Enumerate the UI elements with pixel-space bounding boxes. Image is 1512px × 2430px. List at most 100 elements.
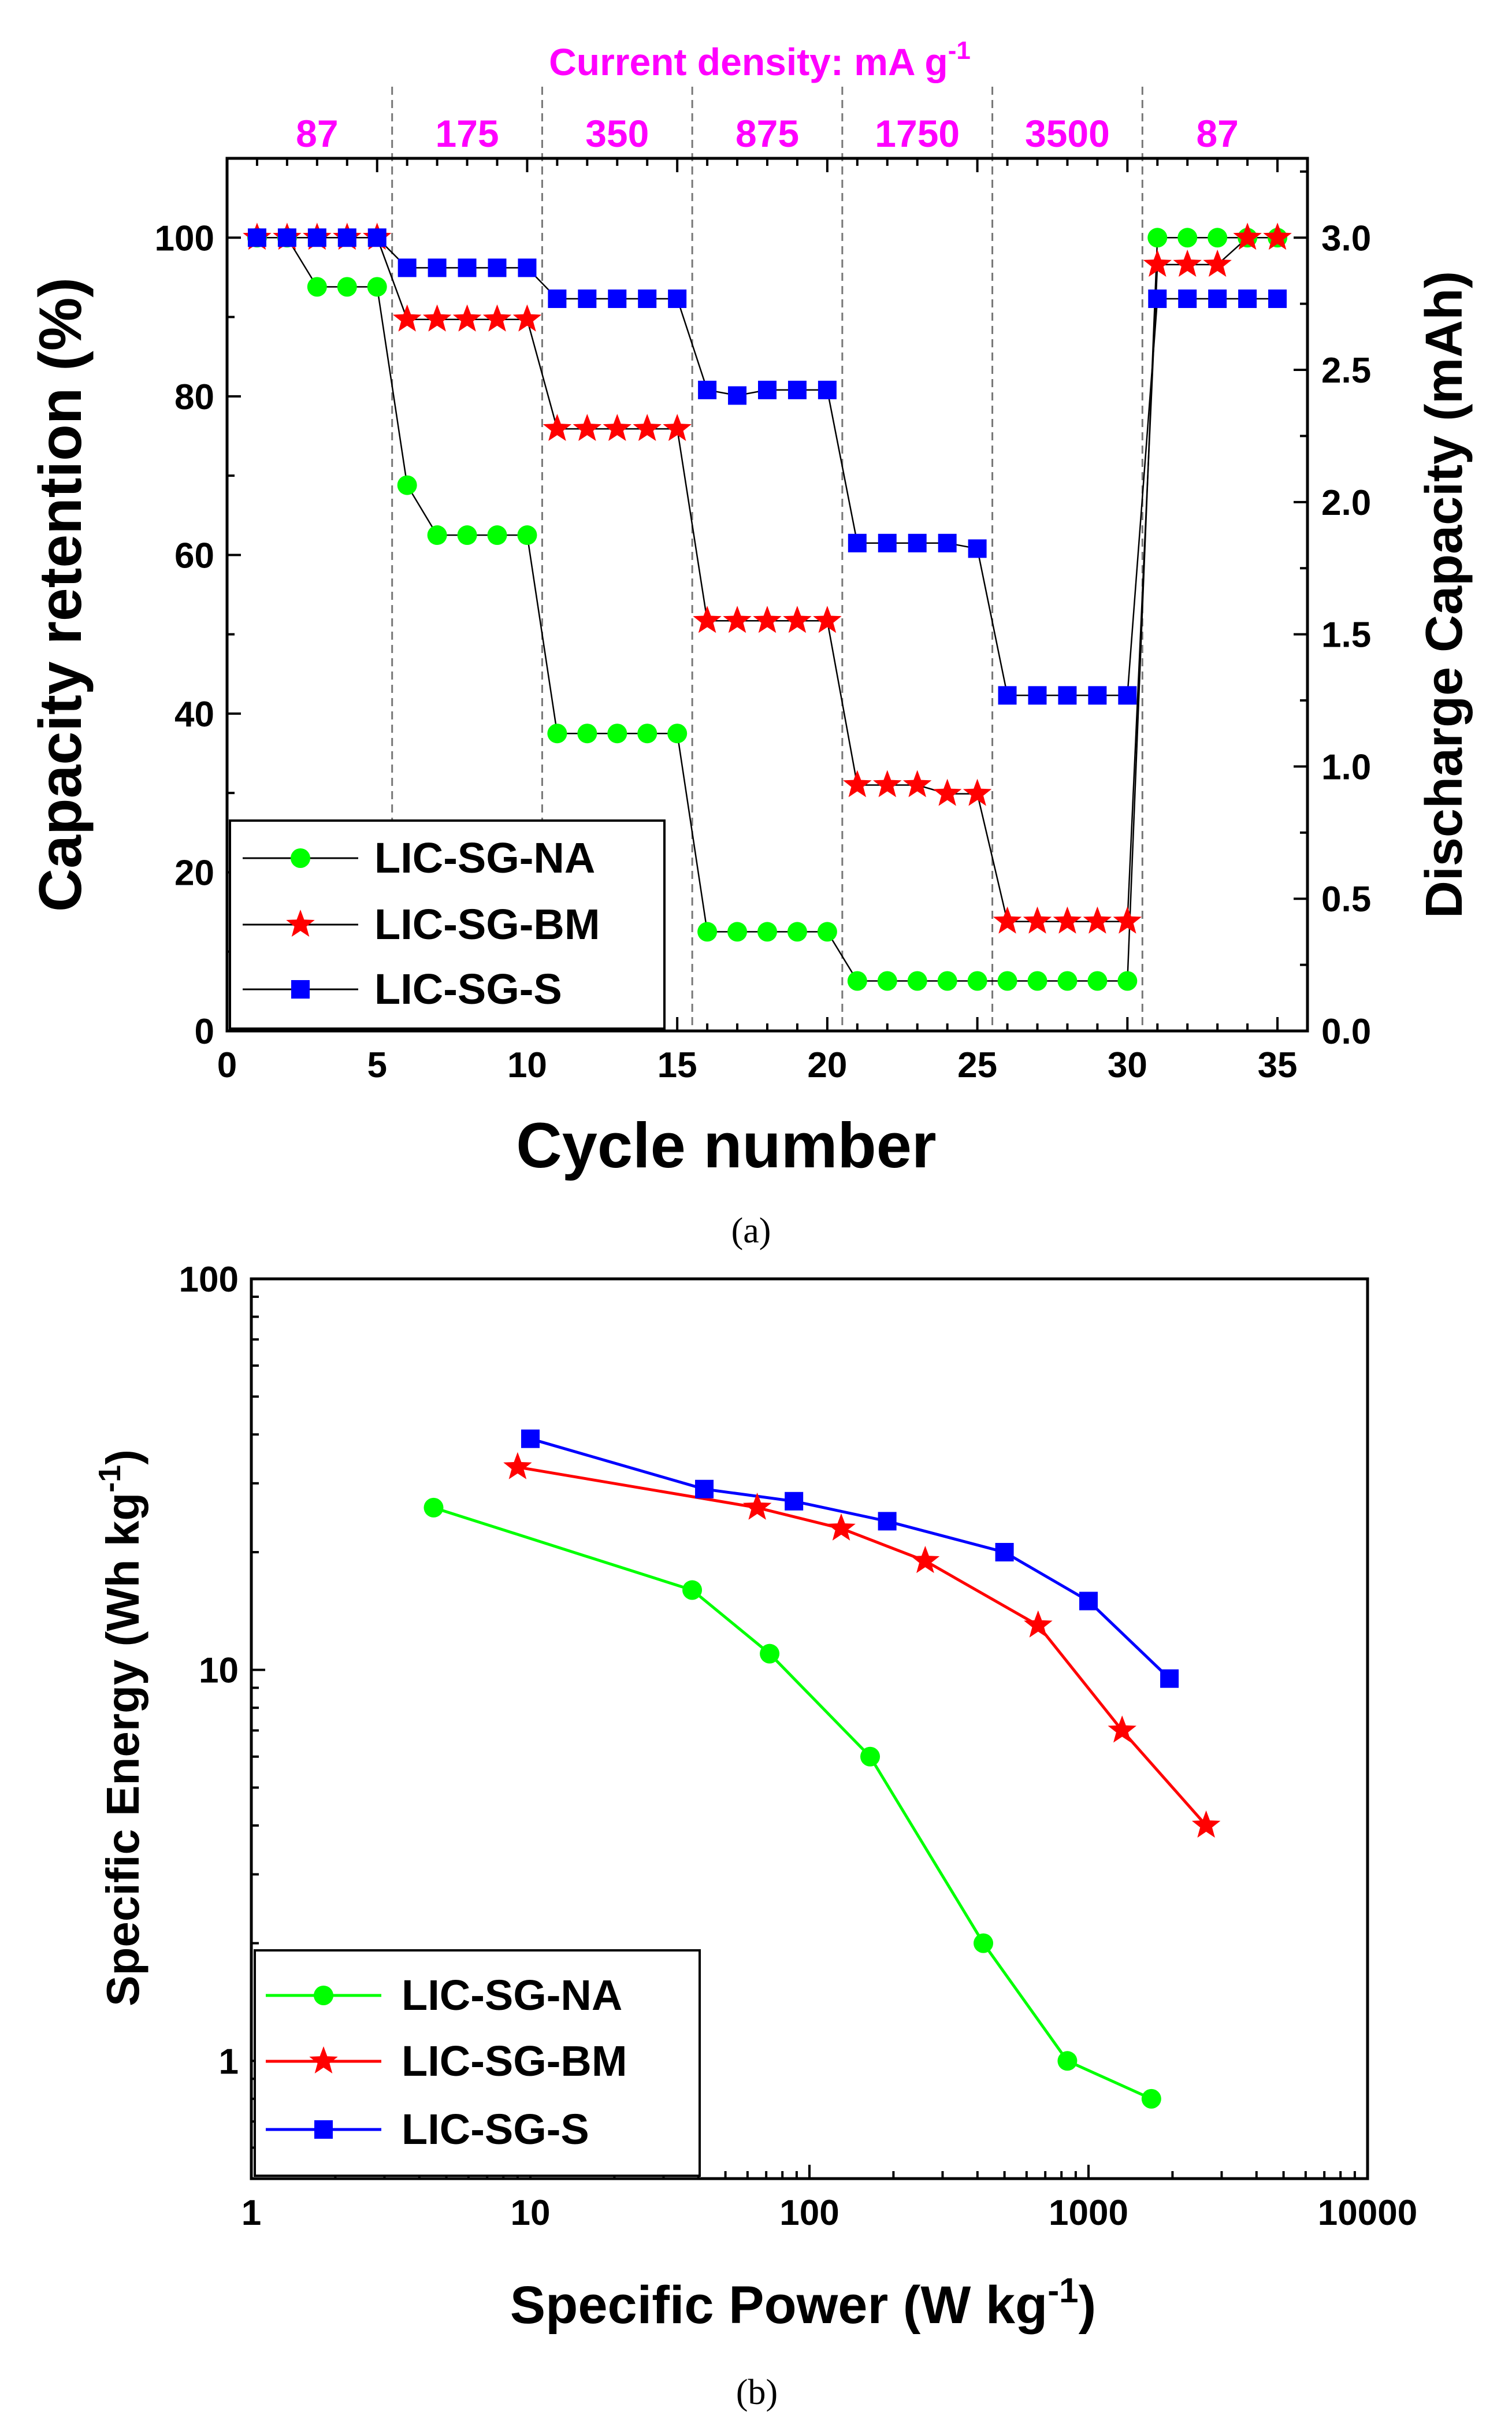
- lic-sg-s-point: [1058, 686, 1077, 705]
- lic-sg-na-point: [547, 724, 567, 744]
- lic-sg-na-point: [787, 922, 807, 942]
- legend-entry: LIC-SG-S: [243, 965, 562, 1013]
- x-tick-label-b: 100: [779, 2193, 839, 2233]
- lic-sg-bm-point: [1173, 249, 1202, 277]
- y2-tick-label-a: 0.0: [1321, 1012, 1371, 1052]
- lic-sg-bm-point: [1108, 1715, 1136, 1743]
- lic-sg-bm-point: [827, 1513, 856, 1541]
- lic-sg-bm-point: [1233, 222, 1262, 250]
- x-tick-label-a: 15: [657, 1045, 697, 1085]
- y-tick-label-a: 0: [195, 1012, 214, 1052]
- lic-sg-s-point: [995, 1542, 1014, 1561]
- legend-marker-circle: [291, 848, 310, 868]
- y2-tick-label-a: 1.0: [1321, 747, 1371, 787]
- lic-sg-na-point: [337, 277, 357, 297]
- lic-sg-bm-point: [933, 778, 962, 806]
- lic-sg-bm-point: [1053, 906, 1082, 934]
- legend-label: LIC-SG-NA: [402, 1971, 622, 2019]
- lic-sg-bm-point: [663, 414, 692, 442]
- lic-sg-s-point: [1088, 686, 1107, 705]
- lic-sg-bm-point: [543, 414, 572, 442]
- lic-sg-na-point: [877, 971, 897, 991]
- rate-label: 3500: [1025, 112, 1110, 155]
- lic-sg-s-point: [428, 258, 447, 277]
- lic-sg-na-point: [397, 475, 417, 495]
- y-tick-label-a: 60: [174, 536, 214, 576]
- lic-sg-s-point: [668, 289, 687, 308]
- x-tick-label-b: 1000: [1049, 2193, 1128, 2233]
- lic-sg-bm-point: [512, 304, 542, 332]
- lic-sg-bm-point: [1023, 906, 1052, 934]
- legend-label: LIC-SG-BM: [374, 900, 600, 948]
- caption-a: (a): [731, 1211, 771, 1251]
- lic-sg-s-point: [728, 386, 747, 405]
- y2-tick-label-a: 2.0: [1321, 483, 1371, 523]
- lic-sg-bm-line: [257, 237, 1278, 922]
- lic-sg-s-point: [1118, 686, 1137, 705]
- lic-sg-s-point: [848, 533, 867, 552]
- rate-labels: 87 175 350 875 1750 3500 87: [296, 112, 1239, 155]
- y-tick-label-a: 80: [174, 377, 214, 417]
- lic-sg-bm-line: [517, 1466, 1208, 1827]
- x-tick-label-a: 35: [1258, 1045, 1298, 1085]
- legend-marker-star: [286, 910, 315, 937]
- lic-sg-na-point: [367, 277, 387, 297]
- lic-sg-s-point: [397, 258, 417, 277]
- tick-labels-b: 1 10 100 1000 10000 1 10 100: [179, 1260, 1418, 2233]
- lic-sg-na-point: [667, 724, 688, 744]
- lic-sg-na-point: [487, 525, 507, 546]
- legend-entry: LIC-SG-NA: [266, 1971, 622, 2019]
- lic-sg-s-point: [695, 1479, 714, 1498]
- lic-sg-na-point: [1117, 971, 1138, 991]
- legend-marker-square: [314, 2120, 333, 2139]
- x-tick-label-a: 5: [367, 1045, 387, 1085]
- lic-sg-na-point: [607, 724, 627, 744]
- lic-sg-s-point: [1268, 289, 1287, 308]
- lic-sg-na-point: [937, 971, 957, 991]
- lic-sg-s-point: [458, 258, 477, 277]
- lic-sg-na-point: [817, 922, 837, 942]
- lic-sg-s-point: [307, 228, 326, 247]
- lic-sg-s-point: [878, 533, 897, 552]
- lic-sg-na-point: [682, 1580, 703, 1600]
- y-tick-label-b: 1: [219, 2042, 239, 2082]
- y-tick-label-a: 100: [155, 218, 214, 258]
- y2-tick-label-a: 1.5: [1321, 615, 1371, 655]
- x-tick-label-a: 25: [957, 1045, 997, 1085]
- lic-sg-bm-point: [422, 304, 452, 332]
- y2-tick-label-a: 3.0: [1321, 218, 1371, 258]
- lic-sg-na-point: [1177, 228, 1198, 248]
- lic-sg-na-point: [457, 525, 477, 546]
- lic-sg-na-point: [423, 1497, 444, 1518]
- lic-sg-s-point: [818, 380, 837, 399]
- legend-a: LIC-SG-NA LIC-SG-BM LIC-SG-S: [229, 819, 666, 1030]
- panel-a: Current density: mA g-1 87 175 350 875 1750 3…: [27, 36, 1473, 1251]
- y-tick-label-b: 10: [199, 1651, 239, 1691]
- lic-sg-s-point: [1238, 289, 1257, 308]
- lic-sg-na-point: [967, 971, 987, 991]
- axis-ticks-a: [226, 157, 1307, 1032]
- lic-sg-na-point: [517, 525, 537, 546]
- rate-label: 87: [1196, 112, 1238, 155]
- rate-label: 875: [735, 112, 799, 155]
- lic-sg-bm-point: [1113, 906, 1142, 934]
- lic-sg-s-point: [638, 289, 657, 308]
- legend-entry: LIC-SG-BM: [243, 900, 600, 948]
- legend-label: LIC-SG-S: [374, 965, 562, 1013]
- x-axis-title-b: Specific Power (W kg-1): [510, 2271, 1096, 2335]
- tick-labels-a: 0 5 10 15 20 25 30 35 0 20 40 60 80 100 0.0 0.5 1.0 1.5 2.…: [155, 218, 1372, 1085]
- lic-sg-bm-point: [843, 770, 872, 797]
- legend-marker-square: [291, 980, 310, 999]
- series-markers-b: [423, 1429, 1221, 2109]
- y-axis-title-a: Capacity retention (%): [27, 277, 94, 912]
- lic-sg-s-point: [1178, 289, 1197, 308]
- lic-sg-s-point: [488, 258, 507, 277]
- lic-sg-na-point: [1147, 228, 1168, 248]
- lic-sg-na-point: [1057, 971, 1078, 991]
- lic-sg-s-point: [998, 686, 1017, 705]
- legend-label: LIC-SG-BM: [402, 2037, 627, 2085]
- lic-sg-na-point: [307, 277, 327, 297]
- x-tick-label-a: 30: [1108, 1045, 1147, 1085]
- lic-sg-bm-point: [573, 414, 602, 442]
